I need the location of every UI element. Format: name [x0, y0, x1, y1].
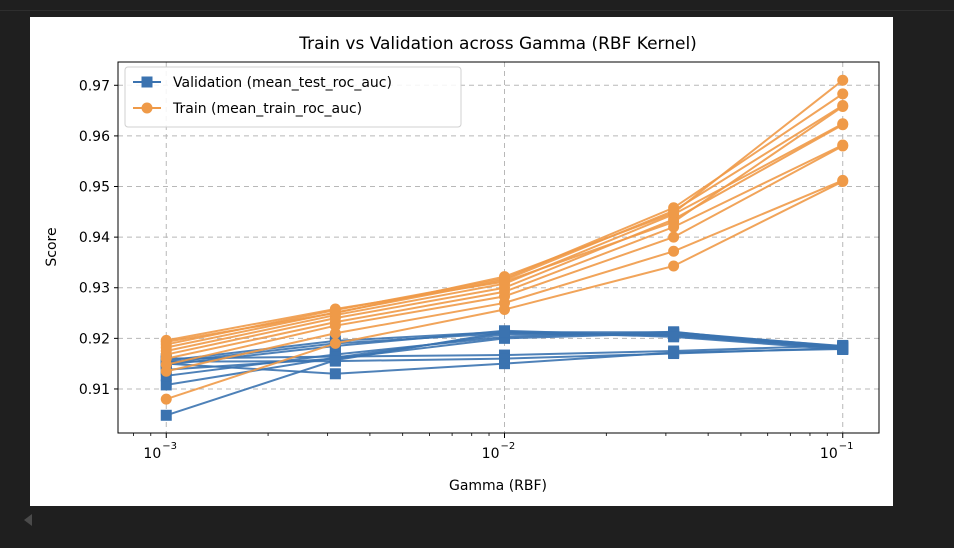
data-point: [837, 118, 849, 130]
data-point: [668, 347, 680, 359]
data-point: [329, 368, 341, 380]
y-tick-label: 0.97: [79, 78, 110, 94]
data-point: [329, 355, 341, 367]
plot-series: [160, 74, 849, 421]
data-point: [329, 303, 341, 315]
y-tick-label: 0.94: [79, 230, 110, 246]
y-axis-label: Score: [44, 227, 60, 266]
y-tick-label: 0.95: [79, 180, 110, 196]
plot-area-frame: [117, 61, 880, 434]
y-tick-label: 0.96: [79, 129, 110, 145]
legend-train-marker: [141, 102, 153, 114]
data-point: [837, 74, 849, 86]
legend-validation-marker: [141, 76, 153, 88]
x-tick-label: 10 −3: [143, 441, 177, 462]
data-point: [329, 337, 341, 349]
y-tick-label: 0.91: [79, 382, 110, 398]
data-point: [837, 88, 849, 100]
data-point: [498, 326, 510, 338]
x-axis-label: Gamma (RBF): [449, 478, 547, 494]
notebook-top-bar: [0, 0, 954, 11]
data-point: [837, 343, 849, 355]
data-point: [837, 101, 849, 113]
legend-train-label: Train (mean_train_roc_auc): [172, 101, 362, 117]
x-tick-base: 10: [820, 446, 838, 462]
data-point: [329, 327, 341, 339]
data-point: [668, 216, 680, 228]
x-tick-base: 10: [143, 446, 161, 462]
data-point: [668, 207, 680, 219]
line-chart: Train vs Validation across Gamma (RBF Ke…: [44, 34, 880, 494]
data-point: [837, 174, 849, 186]
data-point: [498, 276, 510, 288]
data-point: [160, 393, 172, 405]
data-point: [160, 334, 172, 346]
data-point: [668, 245, 680, 257]
legend-validation-label: Validation (mean_test_roc_auc): [173, 75, 392, 91]
legend-box: [124, 66, 462, 128]
cell-output: Train vs Validation across Gamma (RBF Ke…: [30, 17, 893, 506]
data-point: [668, 331, 680, 343]
x-tick-label: 10 −2: [482, 441, 516, 462]
y-tick-label: 0.93: [79, 281, 110, 297]
legend: Validation (mean_test_roc_auc) Train (me…: [124, 66, 462, 128]
x-tick-label: 10 −1: [820, 441, 854, 462]
data-point: [498, 358, 510, 370]
chart-title: Train vs Validation across Gamma (RBF Ke…: [298, 34, 697, 54]
scroll-left-arrow-icon[interactable]: [24, 514, 32, 526]
y-tick-label: 0.92: [79, 331, 110, 347]
data-point: [668, 231, 680, 243]
x-tick-exponent: −2: [500, 441, 515, 452]
x-tick-base: 10: [482, 446, 500, 462]
data-point: [668, 260, 680, 272]
data-point: [160, 379, 172, 391]
x-tick-exponent: −1: [839, 441, 854, 452]
x-tick-exponent: −3: [162, 441, 177, 452]
data-point: [160, 409, 172, 421]
series-train: [160, 74, 849, 405]
data-point: [837, 139, 849, 151]
